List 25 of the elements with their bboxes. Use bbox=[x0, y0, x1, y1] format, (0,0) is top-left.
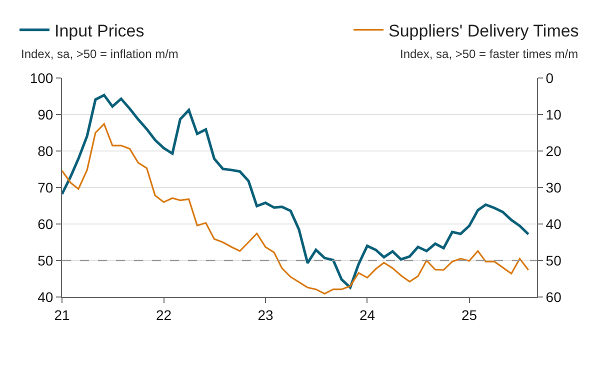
y2-tick-label: 0 bbox=[546, 70, 554, 86]
x-tick-label: 25 bbox=[461, 306, 478, 323]
y-tick-label: 100 bbox=[30, 70, 54, 86]
y2-tick-label: 60 bbox=[546, 288, 562, 305]
y2-axis-title: Index, sa, >50 = faster times m/m bbox=[400, 47, 578, 61]
y2-tick-label: 20 bbox=[546, 142, 562, 159]
y2-tick-label: 40 bbox=[546, 216, 562, 232]
y-tick-label: 60 bbox=[38, 216, 54, 232]
y-tick-label: 70 bbox=[38, 179, 54, 196]
y2-tick-label: 30 bbox=[546, 179, 562, 196]
x-tick-label: 23 bbox=[258, 306, 274, 323]
legend-label: Suppliers' Delivery Times bbox=[388, 21, 579, 40]
y-tick-label: 90 bbox=[38, 106, 54, 122]
x-tick-label: 22 bbox=[156, 306, 172, 323]
line-series bbox=[62, 94, 530, 289]
y2-tick-label: 10 bbox=[546, 106, 562, 122]
x-tick-label: 24 bbox=[359, 306, 376, 323]
y2-tick-label: 50 bbox=[546, 252, 562, 268]
y-tick-label: 80 bbox=[38, 142, 54, 159]
x-tick-label: 21 bbox=[54, 306, 70, 323]
y-axis-title: Index, sa, >50 = inflation m/m bbox=[21, 47, 178, 61]
line-series bbox=[62, 123, 530, 295]
y-tick-label: 50 bbox=[38, 252, 54, 268]
y-tick-label: 40 bbox=[38, 288, 54, 305]
legend-label: Input Prices bbox=[54, 21, 144, 40]
